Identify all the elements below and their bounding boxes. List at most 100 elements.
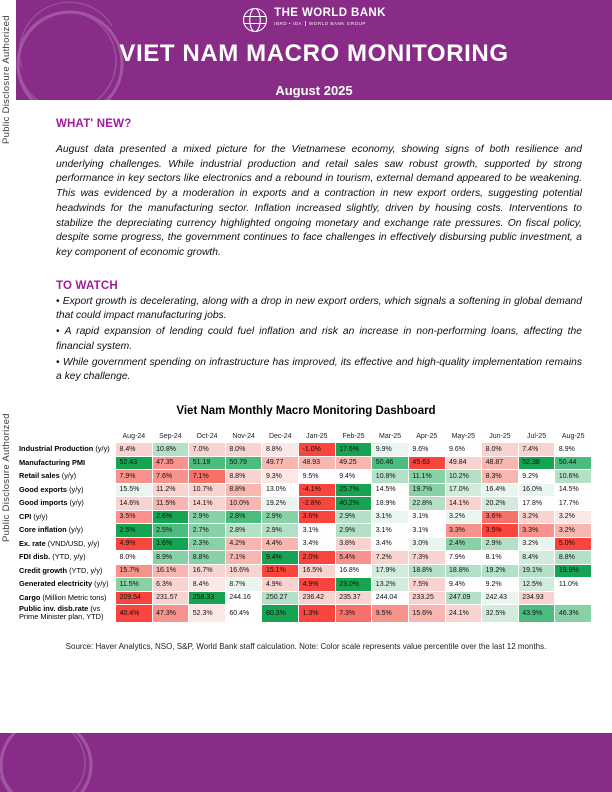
dashboard-title: Viet Nam Monthly Macro Monitoring Dashbo… [176, 405, 436, 418]
dashboard-cell: 19.9% [555, 564, 591, 578]
footer-banner [0, 733, 612, 792]
dashboard-cell: 22.8% [408, 497, 445, 510]
dashboard-cell: 1.3% [299, 605, 335, 622]
dashboard-cell: 3.2% [445, 510, 482, 524]
dashboard-cell: 2.0% [299, 551, 335, 564]
dashboard-cell: 16.6% [225, 564, 262, 578]
decorative-ring-bottom [0, 733, 93, 792]
dashboard-cell: 258.33 [189, 591, 225, 605]
dashboard-cell: 3.1% [408, 524, 445, 537]
dashboard-cell: 2.7% [189, 524, 225, 537]
dashboard-cell: 2.8% [225, 510, 262, 524]
dashboard-table: Aug-24 Sep-24 Oct-24 Nov-24 Dec-24 Jan-25 Feb-… [19, 430, 591, 622]
whats-new-paragraph: August data presented a mixed picture fo… [56, 144, 582, 259]
dashboard-cell: 3.5% [482, 524, 518, 537]
dashboard-row-label: FDI disb. (YTD, y/y) [19, 552, 86, 562]
dashboard-cell: 250.27 [262, 591, 299, 605]
dashboard-cell: 16.4% [482, 483, 518, 497]
dashboard-row-label: Ex. rate (VND/USD, y/y) [19, 538, 100, 548]
dashboard-cell: 4.9% [116, 537, 152, 551]
dashboard-cell: 7.3% [408, 551, 445, 564]
dashboard-cell: 47.35 [152, 456, 189, 470]
dashboard-cell: 18.8% [445, 564, 482, 578]
dashboard-cell: 23.0% [335, 578, 372, 591]
dashboard-cell: 15.7% [116, 564, 152, 578]
dashboard-cell: 2.4% [445, 537, 482, 551]
dashboard-cell: 3.1% [408, 510, 445, 524]
dashboard-cell: 3.1% [372, 524, 408, 537]
bullet-icon: • [56, 326, 65, 338]
dashboard-cell: 242.43 [482, 591, 518, 605]
dashboard-cell: 14.5% [372, 483, 408, 497]
dashboard-row-label: Generated electricity (y/y) [19, 579, 109, 589]
dashboard-cell: 4.4% [262, 537, 299, 551]
dashboard-cell: 1.6% [152, 537, 189, 551]
dashboard-cell: 19.7% [408, 483, 445, 497]
whats-new-heading: WHAT' NEW? [56, 118, 132, 130]
dashboard-cell: 9.2% [518, 470, 555, 483]
dashboard-cell: 49.25 [335, 456, 372, 470]
dashboard-cell: 2.9% [335, 510, 372, 524]
dashboard-cell: 3.6% [299, 510, 335, 524]
logo-sub-left: IBRD • IDA [274, 20, 302, 26]
dashboard-row-label: Manufacturing PMI [19, 457, 86, 467]
logo-sub-right: WORLD BANK GROUP [308, 20, 366, 26]
dashboard-cell: 8.4% [116, 443, 152, 456]
dashboard-column-header: Aug-24 [122, 433, 146, 441]
dashboard-cell: 8.0% [482, 443, 518, 456]
logo-sub-divider [304, 20, 306, 26]
dashboard-cell: 8.8% [225, 470, 262, 483]
dashboard-cell: 8.9% [152, 551, 189, 564]
dashboard-cell: 17.8% [518, 497, 555, 510]
dashboard-cell: 9.4% [262, 551, 299, 564]
dashboard-cell: 15.6% [408, 605, 445, 622]
dashboard-cell: 6.3% [152, 578, 189, 591]
dashboard-cell: 19.2% [482, 564, 518, 578]
dashboard-column-header: Jul-25 [527, 433, 547, 441]
dashboard-cell: 7.4% [518, 443, 555, 456]
dashboard-cell: 48.87 [482, 456, 518, 470]
dashboard-cell: 18.8% [408, 564, 445, 578]
dashboard-cell: 2.9% [335, 524, 372, 537]
dashboard-cell: 14.5% [555, 483, 591, 497]
bullet-icon: • [56, 295, 63, 307]
dashboard-cell: 8.7% [225, 578, 262, 591]
dashboard-cell: 234.93 [518, 591, 555, 605]
dashboard-cell: 20.2% [482, 497, 518, 510]
dashboard-cell: 7.2% [372, 551, 408, 564]
dashboard-cell: 10.0% [225, 497, 262, 510]
dashboard-cell: 9.2% [482, 578, 518, 591]
dashboard-cell: 3.0% [408, 537, 445, 551]
to-watch-heading: TO WATCH [56, 279, 118, 292]
dashboard-cell: 3.3% [445, 524, 482, 537]
dashboard-cell: 3.3% [518, 524, 555, 537]
dashboard-column-header: Nov-24 [232, 433, 255, 441]
source-note: Source: Haver Analytics, NSO, S&P, World… [65, 641, 547, 651]
dashboard-row-label: Good exports (y/y) [19, 484, 84, 494]
dashboard-row-label: Industrial Production (y/y) [19, 444, 110, 454]
dashboard-cell: 2.9% [262, 510, 299, 524]
dashboard-cell: 244.16 [225, 591, 262, 605]
dashboard-cell: 24.1% [445, 605, 482, 622]
dashboard-cell: 13.2% [372, 578, 408, 591]
dashboard-row-label: Retail sales (y/y) [19, 471, 77, 481]
dashboard-cell: 244.04 [372, 591, 408, 605]
dashboard-cell: 3.2% [555, 524, 591, 537]
logo-subtitle: IBRD • IDA WORLD BANK GROUP [274, 20, 386, 26]
dashboard-cell: 7.3% [335, 605, 372, 622]
dashboard-cell: 2.6% [152, 510, 189, 524]
dashboard-row-label: Credit growth (YTD, y/y) [19, 565, 103, 575]
dashboard-cell: 2.3% [189, 537, 225, 551]
header-banner: THE WORLD BANK IBRD • IDA WORLD BANK GRO… [16, 0, 612, 100]
dashboard-column-header: Mar-25 [379, 433, 402, 441]
dashboard-cell: 17.7% [555, 497, 591, 510]
dashboard-cell: 51.19 [189, 456, 225, 470]
dashboard-cell: 19.2% [262, 497, 299, 510]
dashboard-cell: 11.0% [555, 578, 591, 591]
page-title: VIET NAM MACRO MONITORING [119, 40, 509, 67]
dashboard-cell: 3.2% [518, 510, 555, 524]
dashboard-column-header: Sep-24 [159, 433, 182, 441]
dashboard-cell: 7.1% [225, 551, 262, 564]
dashboard-cell: 52.43 [116, 456, 152, 470]
dashboard-row-label: Cargo (Million Metric tons) [19, 592, 107, 602]
